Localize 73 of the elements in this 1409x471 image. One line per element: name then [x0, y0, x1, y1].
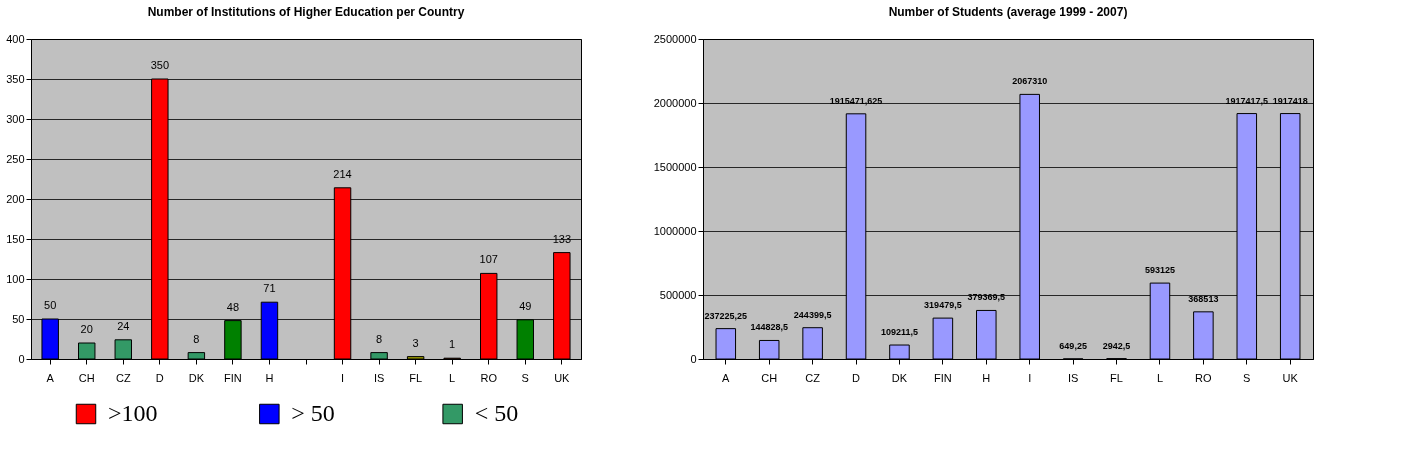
x-tick-label: UK [1282, 371, 1299, 384]
x-tick-label: A [46, 371, 55, 384]
x-tick-label: FL [1110, 371, 1123, 384]
x-tick-label: CZ [805, 371, 821, 384]
data-label: 649,25 [1059, 340, 1087, 351]
data-label: 49 [519, 299, 532, 312]
x-tick-label: FIN [224, 371, 242, 384]
y-tick-label: 50 [12, 312, 25, 325]
y-tick-label: 150 [6, 232, 25, 245]
y-tick-label: 1000000 [653, 224, 697, 237]
y-tick-label: 2500000 [653, 32, 697, 45]
y-tick-label: 350 [6, 72, 25, 85]
x-tick-label: L [1156, 371, 1164, 384]
data-label: 214 [333, 167, 352, 180]
data-label: 350 [150, 59, 169, 71]
x-tick-label: IS [373, 371, 385, 384]
x-tick-label: CH [761, 371, 778, 384]
x-tick-label: UK [554, 371, 571, 384]
x-tick-label: H [265, 371, 274, 384]
x-tick-label: A [722, 371, 731, 384]
data-label: 593125 [1144, 265, 1175, 276]
x-tick-label: D [852, 371, 861, 384]
legend-label: < 50 [474, 400, 519, 426]
y-tick-label: 300 [6, 112, 25, 125]
y-tick-label: 250 [6, 152, 25, 165]
data-label: 24 [117, 319, 130, 332]
y-tick-label: 400 [6, 32, 25, 45]
x-tick-label: CZ [115, 371, 131, 384]
data-label: 1917417,5 [1225, 95, 1269, 106]
data-label: 8 [193, 332, 200, 345]
x-tick-label: FIN [934, 371, 952, 384]
data-label: 50 [44, 299, 57, 311]
x-tick-label: RO [1195, 371, 1213, 384]
y-tick-label: 500000 [659, 288, 697, 301]
x-tick-label: S [1243, 371, 1251, 384]
legend-label: >100 [108, 400, 158, 426]
data-label: 71 [263, 282, 276, 295]
y-tick-label: 0 [690, 352, 697, 365]
data-label: 2942,5 [1102, 340, 1131, 351]
y-tick-label: 100 [6, 272, 25, 285]
x-tick-label: D [155, 371, 164, 384]
data-label: 107 [479, 253, 498, 266]
data-label: 144828,5 [750, 322, 788, 333]
data-label: 1917418 [1272, 95, 1308, 106]
y-tick-label: 0 [18, 352, 25, 365]
chart-title: Number of Students (average 1999 - 2007) [888, 5, 1128, 19]
data-label: 1 [449, 338, 456, 351]
y-tick-label: 1500000 [653, 160, 697, 173]
x-tick-label: IS [1067, 371, 1079, 384]
data-label: 8 [376, 332, 383, 345]
x-tick-label: FL [409, 371, 423, 384]
x-tick-label: DK [188, 371, 205, 384]
data-label: 109211,5 [880, 327, 918, 338]
data-label: 237225,25 [704, 310, 748, 321]
y-tick-label: 2000000 [653, 96, 697, 109]
data-label: 20 [80, 323, 93, 335]
x-tick-label: H [982, 371, 991, 384]
data-label: 368513 [1188, 293, 1219, 304]
x-tick-label: CH [78, 371, 95, 384]
data-label: 319479,5 [924, 300, 962, 311]
x-tick-label: I [1028, 371, 1032, 384]
data-label: 3 [412, 336, 419, 349]
x-tick-label: S [521, 371, 529, 384]
chart-title: Number of Institutions of Higher Education per Country [147, 5, 465, 19]
x-tick-label: I [341, 371, 345, 384]
legend-label: > 50 [291, 400, 335, 426]
x-tick-label: L [449, 371, 456, 384]
x-tick-label: DK [891, 371, 908, 384]
y-tick-label: 200 [6, 192, 25, 205]
data-label: 48 [226, 300, 240, 313]
x-tick-label: RO [480, 371, 498, 384]
data-label: 2067310 [1012, 76, 1048, 87]
data-label: 244399,5 [793, 309, 832, 320]
